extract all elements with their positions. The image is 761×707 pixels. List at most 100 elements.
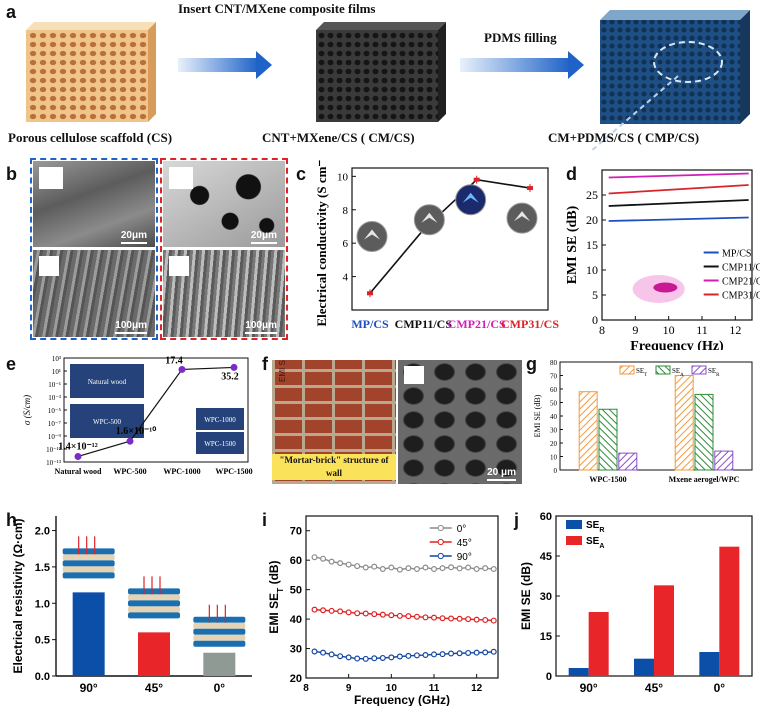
data-point	[431, 651, 438, 658]
data-point	[74, 452, 82, 460]
led-photo-icon	[506, 202, 538, 234]
laminate-layer-icon	[193, 628, 246, 635]
laminate-layer-icon	[128, 612, 180, 619]
y-tick-label: 80	[550, 359, 558, 367]
plot-frame	[305, 515, 499, 679]
inset-label: WPC-1500	[204, 440, 236, 448]
data-point	[405, 613, 412, 620]
data-point	[337, 653, 344, 660]
bar-SE_T	[674, 375, 694, 471]
data-point	[230, 363, 238, 371]
y-tick-label: 70	[550, 373, 558, 381]
y-tick-label: 15	[540, 631, 552, 643]
y-tick-label: 0	[546, 671, 552, 683]
cellulose-scaffold-cube	[18, 22, 158, 122]
value-annotation: 1.6×10⁻¹⁰	[116, 426, 156, 437]
panel-label-e: e	[6, 354, 17, 374]
laminate-layer-icon	[193, 640, 246, 647]
bar-SE_A	[694, 393, 714, 471]
emblem-icon	[462, 192, 479, 203]
scale-bar-bl: 100μm	[115, 320, 147, 334]
data-point	[379, 654, 386, 661]
data-point	[527, 186, 533, 191]
data-point	[439, 651, 446, 658]
chart-e-sigma: Natural wood WPC-500 WPC-1000 WPC-1500 10³ 10…	[22, 355, 253, 476]
data-point	[448, 650, 455, 657]
sem-inset-label-box	[169, 167, 193, 189]
series-line-1	[314, 608, 494, 622]
sem-frame-blue	[30, 158, 158, 340]
bar-SE_A	[719, 546, 740, 676]
panel-label-f: f	[262, 354, 268, 374]
y-axis-label: EMI SE (dB)	[565, 205, 580, 284]
sem-inset-label-box	[404, 366, 424, 384]
category-label: WPC-1000	[163, 467, 200, 476]
data-point	[371, 655, 378, 662]
inset-photo	[196, 432, 244, 454]
cube-cmp-illustration	[600, 10, 750, 124]
chart-j-emi-bar: 0 15 30 45 60 90° 45° 0° SER SEA EMI SE (dB)	[519, 511, 753, 695]
bar-SE_A	[654, 585, 674, 676]
y-tick-label: 50	[550, 400, 558, 408]
cnt-mxene-cube	[308, 22, 448, 122]
data-point	[388, 612, 395, 619]
bar-SE_A	[598, 408, 618, 471]
laminate-layer-icon	[62, 566, 115, 573]
resistivity-bar	[72, 592, 105, 676]
data-point	[396, 612, 403, 619]
y-tick-label: 25	[586, 188, 598, 202]
legend-swatch	[566, 520, 582, 529]
inset-label: WPC-1000	[204, 416, 236, 424]
category-label: Mxene aerogel/WPC	[669, 475, 740, 484]
y-tick-label: 0.5	[35, 635, 50, 647]
data-point	[431, 566, 438, 573]
data-point	[448, 615, 455, 622]
data-point	[379, 566, 386, 573]
laminate-layer-icon	[193, 616, 246, 623]
data-point	[311, 648, 318, 655]
data-point	[328, 607, 335, 614]
legend-marker	[437, 538, 444, 546]
data-point	[367, 291, 373, 296]
sem-image-bottom-right: 100μm	[163, 250, 285, 337]
cube-cs-illustration	[26, 22, 156, 122]
sem-honeycomb-image: 20 μm	[398, 360, 522, 484]
series-line-0	[314, 556, 494, 571]
x-tick-label: 12	[471, 683, 483, 694]
y-tick-label: 60	[540, 511, 552, 523]
data-point	[456, 615, 463, 622]
x-tick-label: 11	[696, 323, 708, 337]
x-tick-label: 10	[663, 323, 675, 337]
data-point	[345, 609, 352, 616]
y-tick-label: 10⁻³	[48, 394, 61, 402]
category-label: WPC-1500	[215, 467, 252, 476]
y-tick-label: 40	[290, 614, 302, 626]
bar-SE_R	[634, 658, 654, 676]
data-point	[396, 566, 403, 573]
step2-text: PDMS filling	[484, 30, 557, 45]
legend-marker	[437, 552, 444, 560]
led-photo-icon	[455, 184, 487, 216]
y-tick-label: 50	[290, 585, 302, 597]
y-tick-label: 60	[290, 555, 302, 567]
scale-bar-f: 20 μm	[487, 467, 516, 481]
laminate-layer-icon	[193, 634, 246, 641]
legend-swatch	[691, 365, 707, 375]
data-point	[320, 607, 327, 614]
panel-label-h: h	[6, 510, 17, 530]
category-label: 45°	[645, 681, 663, 695]
data-point	[482, 616, 489, 623]
y-tick-label: 1.5	[35, 562, 50, 574]
y-tick-label: 30	[540, 591, 552, 603]
y-tick-label: 4	[343, 272, 349, 284]
value-annotation: 17.4	[165, 355, 183, 366]
y-tick-label: 40	[550, 413, 558, 421]
data-point	[465, 616, 472, 623]
y-tick-label: 10⁻¹¹	[46, 446, 61, 454]
legend-label: SET	[636, 367, 647, 378]
legend-swatch	[655, 365, 671, 375]
brick-wall-photo: "Mortar-brick" structure of wall EMI SE …	[272, 360, 396, 484]
x-axis-label: Frequency (GHz)	[354, 693, 450, 706]
laminate-layer-icon	[128, 606, 180, 613]
data-point	[362, 564, 369, 571]
